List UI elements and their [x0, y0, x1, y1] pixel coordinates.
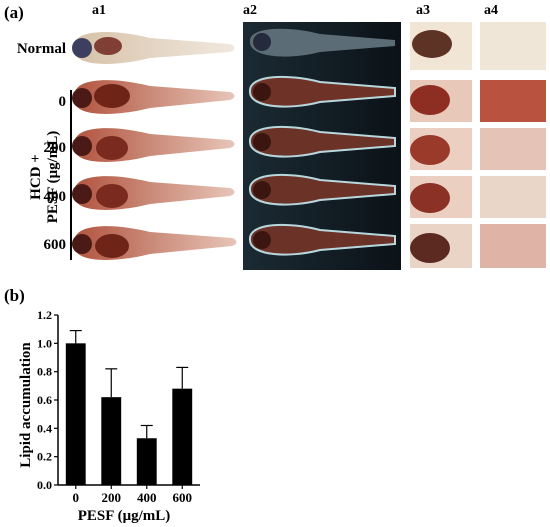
panel-b-label: (b)	[4, 286, 25, 305]
a1-dose400-larva	[72, 176, 235, 210]
y-tick-label: 0.4	[37, 421, 52, 435]
a3-dose400-tile	[410, 176, 472, 218]
x-tick-label: 600	[173, 490, 193, 505]
y-tick-label: 1.2	[37, 308, 52, 322]
y-axis-label: Lipid accumulation	[18, 342, 34, 468]
bar	[172, 388, 193, 485]
a3-normal-tile	[410, 22, 472, 70]
y-tick-label: 0.6	[37, 393, 52, 407]
dose-label-0: 0	[58, 94, 67, 110]
x-tick-label: 400	[137, 490, 157, 505]
a4-dose400-tile	[480, 176, 546, 218]
column-label-a3: a3	[416, 3, 430, 18]
a2-dose0-larva	[248, 75, 396, 108]
a2-dose400-larva	[248, 173, 396, 206]
a4-normal-tile	[480, 22, 546, 70]
chart-x-ticks: 0 200 400 600	[73, 485, 193, 505]
x-tick-label: 0	[73, 490, 80, 505]
bar	[136, 438, 157, 485]
a1-dose0-larva	[72, 80, 235, 114]
y-tick-label: 1.0	[37, 336, 52, 350]
group-bracket-line	[70, 90, 72, 260]
bar	[101, 397, 122, 485]
a1-dose200-larva	[72, 128, 235, 162]
column-label-a1: a1	[92, 3, 106, 18]
dose-label-600: 600	[43, 237, 67, 253]
micrograph-grid	[72, 22, 546, 270]
bar-chart: 0.0 0.2 0.4 0.6 0.8 1.0 1.2 0 200 400 600 Lipid a…	[18, 308, 200, 524]
y-tick-label: 0.8	[37, 365, 52, 379]
a2-dose200-larva	[248, 125, 396, 158]
panel-a-label: (a)	[4, 3, 24, 22]
column-label-a2: a2	[243, 3, 257, 18]
a3-dose0-tile	[410, 80, 472, 122]
a3-dose200-tile	[410, 128, 472, 170]
a1-normal-larva	[72, 32, 235, 64]
normal-row-label: Normal	[16, 41, 66, 57]
y-tick-label: 0.2	[37, 450, 52, 464]
x-tick-label: 200	[102, 490, 122, 505]
column-label-a4: a4	[484, 3, 498, 18]
x-axis-label: PESF (μg/mL)	[78, 508, 171, 524]
dose-label-200: 200	[43, 140, 67, 156]
a4-dose0-tile	[480, 80, 546, 122]
a2-normal-larva	[249, 28, 395, 57]
chart-y-ticks: 0.0 0.2 0.4 0.6 0.8 1.0 1.2	[37, 308, 58, 492]
y-tick-label: 0.0	[37, 478, 52, 492]
a1-dose600-larva	[72, 226, 237, 260]
chart-bars	[65, 329, 193, 485]
a3-dose600-tile	[410, 224, 472, 268]
a2-dose600-larva	[248, 223, 396, 256]
a4-dose200-tile	[480, 128, 546, 170]
dose-label-400: 400	[43, 189, 67, 205]
a4-dose600-tile	[480, 224, 546, 268]
bar	[65, 343, 86, 485]
